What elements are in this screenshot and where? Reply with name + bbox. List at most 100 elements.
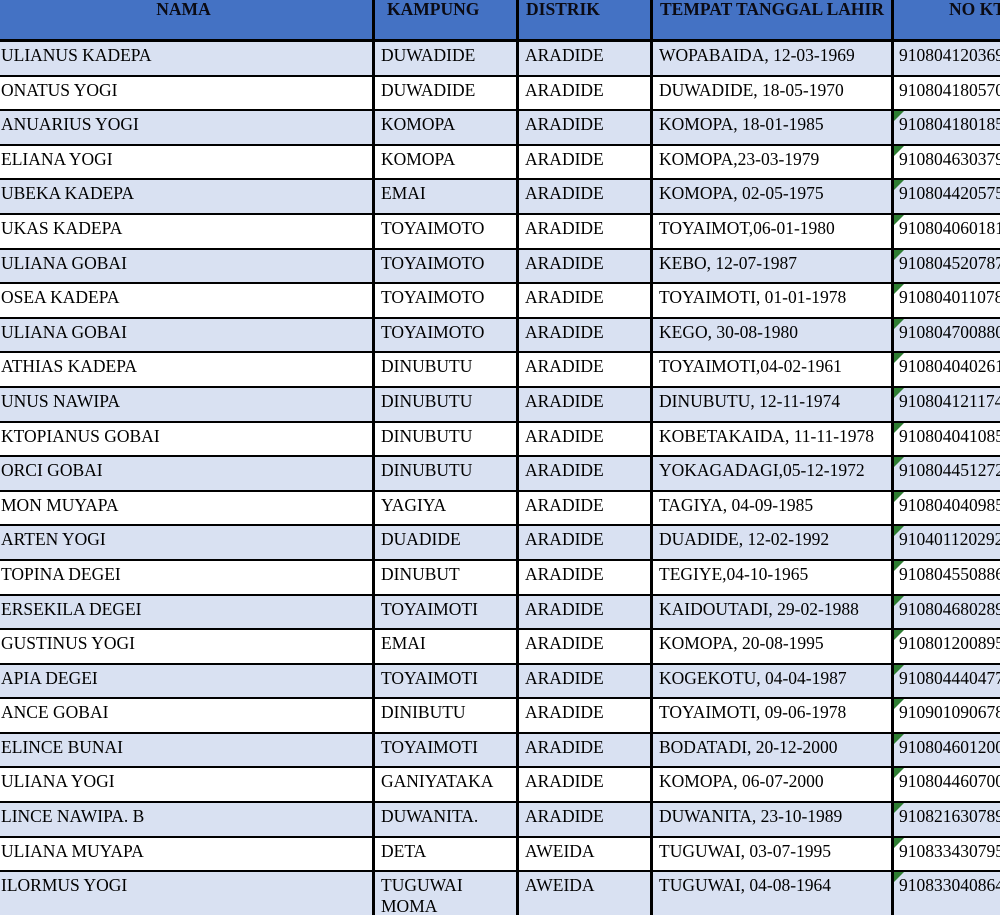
table-cell-nok[interactable]: 910804121174: [891, 387, 1000, 423]
table-cell-nama[interactable]: ULIANUS KADEPA: [0, 42, 372, 77]
table-cell-kampung[interactable]: TOYAIMOTI: [372, 733, 516, 769]
column-header-distrik[interactable]: DISTRIK: [516, 0, 650, 42]
table-cell-ttl[interactable]: TOYAIMOTI,04-02-1961: [650, 353, 891, 388]
table-cell-ttl[interactable]: KEGO, 30-08-1980: [650, 318, 891, 354]
table-cell-nok[interactable]: 910804040985: [891, 491, 1000, 527]
table-cell-nama[interactable]: KTOPIANUS GOBAI: [0, 422, 372, 458]
table-cell-distrik[interactable]: ARADIDE: [516, 733, 650, 769]
column-header-kampung[interactable]: KAMPUNG: [372, 0, 516, 42]
table-cell-nama[interactable]: MON MUYAPA: [0, 491, 372, 527]
table-cell-kampung[interactable]: EMAI: [372, 630, 516, 665]
table-cell-distrik[interactable]: AWEIDA: [516, 872, 650, 915]
table-cell-nama[interactable]: ORCI GOBAI: [0, 457, 372, 492]
table-cell-distrik[interactable]: ARADIDE: [516, 491, 650, 527]
table-cell-nok[interactable]: 910804700880: [891, 318, 1000, 354]
table-cell-distrik[interactable]: ARADIDE: [516, 699, 650, 734]
table-cell-kampung[interactable]: TOYAIMOTO: [372, 284, 516, 319]
table-cell-distrik[interactable]: ARADIDE: [516, 595, 650, 631]
table-cell-kampung[interactable]: TOYAIMOTI: [372, 664, 516, 700]
table-cell-nama[interactable]: ANCE GOBAI: [0, 699, 372, 734]
table-cell-nama[interactable]: ANUARIUS YOGI: [0, 111, 372, 146]
table-cell-ttl[interactable]: KOGEKOTU, 04-04-1987: [650, 664, 891, 700]
table-cell-nok[interactable]: 910804680289: [891, 595, 1000, 631]
table-cell-ttl[interactable]: WOPABAIDA, 12-03-1969: [650, 42, 891, 77]
table-cell-kampung[interactable]: DUADIDE: [372, 526, 516, 561]
table-cell-distrik[interactable]: ARADIDE: [516, 249, 650, 285]
table-cell-distrik[interactable]: ARADIDE: [516, 803, 650, 838]
table-cell-kampung[interactable]: DINUBUT: [372, 560, 516, 596]
table-cell-kampung[interactable]: DUWADIDE: [372, 42, 516, 77]
table-cell-distrik[interactable]: ARADIDE: [516, 768, 650, 804]
table-cell-distrik[interactable]: ARADIDE: [516, 180, 650, 215]
table-cell-kampung[interactable]: TOYAIMOTO: [372, 214, 516, 250]
table-cell-distrik[interactable]: ARADIDE: [516, 664, 650, 700]
table-cell-kampung[interactable]: TUGUWAI MOMA: [372, 872, 516, 915]
table-cell-distrik[interactable]: ARADIDE: [516, 76, 650, 112]
table-cell-ttl[interactable]: KOMOPA, 20-08-1995: [650, 630, 891, 665]
table-cell-kampung[interactable]: TOYAIMOTO: [372, 318, 516, 354]
table-cell-nama[interactable]: ATHIAS KADEPA: [0, 353, 372, 388]
table-cell-nama[interactable]: ULIANA GOBAI: [0, 318, 372, 354]
table-cell-kampung[interactable]: DUWADIDE: [372, 76, 516, 112]
table-cell-distrik[interactable]: ARADIDE: [516, 145, 650, 181]
table-cell-nok[interactable]: 910804601200: [891, 733, 1000, 769]
table-cell-nama[interactable]: ILORMUS YOGI: [0, 872, 372, 915]
table-cell-distrik[interactable]: ARADIDE: [516, 422, 650, 458]
table-cell-nama[interactable]: ELIANA YOGI: [0, 145, 372, 181]
table-cell-nok[interactable]: 910804060181: [891, 214, 1000, 250]
table-cell-nok[interactable]: 910804040261: [891, 353, 1000, 388]
table-cell-ttl[interactable]: DUADIDE, 12-02-1992: [650, 526, 891, 561]
table-cell-nama[interactable]: ELINCE BUNAI: [0, 733, 372, 769]
table-cell-kampung[interactable]: DUWANITA.: [372, 803, 516, 838]
table-cell-kampung[interactable]: TOYAIMOTI: [372, 595, 516, 631]
table-cell-kampung[interactable]: DINIBUTU: [372, 699, 516, 734]
table-cell-ttl[interactable]: KOMOPA, 02-05-1975: [650, 180, 891, 215]
table-cell-nok[interactable]: 910821630789: [891, 803, 1000, 838]
table-cell-nok[interactable]: 910804041085: [891, 422, 1000, 458]
table-cell-ttl[interactable]: KOMOPA, 18-01-1985: [650, 111, 891, 146]
table-cell-ttl[interactable]: BODATADI, 20-12-2000: [650, 733, 891, 769]
table-cell-ttl[interactable]: KOMOPA, 06-07-2000: [650, 768, 891, 804]
table-cell-ttl[interactable]: TEGIYE,04-10-1965: [650, 560, 891, 596]
table-cell-distrik[interactable]: ARADIDE: [516, 353, 650, 388]
table-cell-ttl[interactable]: TAGIYA, 04-09-1985: [650, 491, 891, 527]
table-cell-nama[interactable]: ARTEN YOGI: [0, 526, 372, 561]
table-cell-nok[interactable]: 910804420575: [891, 180, 1000, 215]
column-header-tempat-tanggal-lahir[interactable]: TEMPAT TANGGAL LAHIR: [650, 0, 891, 42]
table-cell-nama[interactable]: TOPINA DEGEI: [0, 560, 372, 596]
table-cell-ttl[interactable]: KOBETAKAIDA, 11-11-1978: [650, 422, 891, 458]
table-cell-distrik[interactable]: ARADIDE: [516, 387, 650, 423]
table-cell-kampung[interactable]: YAGIYA: [372, 491, 516, 527]
table-cell-nok[interactable]: 910804520787: [891, 249, 1000, 285]
table-cell-nok[interactable]: 910804630379: [891, 145, 1000, 181]
table-cell-kampung[interactable]: DINUBUTU: [372, 457, 516, 492]
table-cell-distrik[interactable]: ARADIDE: [516, 457, 650, 492]
table-cell-kampung[interactable]: KOMOPA: [372, 111, 516, 146]
table-cell-kampung[interactable]: DINUBUTU: [372, 387, 516, 423]
table-cell-nok[interactable]: 910801200895: [891, 630, 1000, 665]
table-cell-ttl[interactable]: TOYAIMOT,06-01-1980: [650, 214, 891, 250]
table-cell-nok[interactable]: 910804180570: [891, 76, 1000, 112]
table-cell-distrik[interactable]: ARADIDE: [516, 526, 650, 561]
table-cell-nama[interactable]: ULIANA MUYAPA: [0, 837, 372, 873]
table-cell-ttl[interactable]: DINUBUTU, 12-11-1974: [650, 387, 891, 423]
table-cell-distrik[interactable]: AWEIDA: [516, 837, 650, 873]
table-cell-nok[interactable]: 910804451272: [891, 457, 1000, 492]
table-cell-distrik[interactable]: ARADIDE: [516, 284, 650, 319]
table-cell-kampung[interactable]: GANIYATAKA: [372, 768, 516, 804]
table-cell-nama[interactable]: ONATUS YOGI: [0, 76, 372, 112]
table-cell-kampung[interactable]: EMAI: [372, 180, 516, 215]
table-cell-nok[interactable]: 910804460700: [891, 768, 1000, 804]
table-cell-kampung[interactable]: DETA: [372, 837, 516, 873]
table-cell-ttl[interactable]: KEBO, 12-07-1987: [650, 249, 891, 285]
table-cell-nama[interactable]: ULIANA YOGI: [0, 768, 372, 804]
table-cell-ttl[interactable]: KOMOPA,23-03-1979: [650, 145, 891, 181]
table-cell-ttl[interactable]: DUWADIDE, 18-05-1970: [650, 76, 891, 112]
table-cell-nok[interactable]: 910804120369: [891, 42, 1000, 77]
table-cell-kampung[interactable]: DINUBUTU: [372, 353, 516, 388]
table-cell-kampung[interactable]: TOYAIMOTO: [372, 249, 516, 285]
table-cell-distrik[interactable]: ARADIDE: [516, 630, 650, 665]
table-cell-ttl[interactable]: TUGUWAI, 04-08-1964: [650, 872, 891, 915]
table-cell-nama[interactable]: LINCE NAWIPA. B: [0, 803, 372, 838]
table-cell-distrik[interactable]: ARADIDE: [516, 42, 650, 77]
